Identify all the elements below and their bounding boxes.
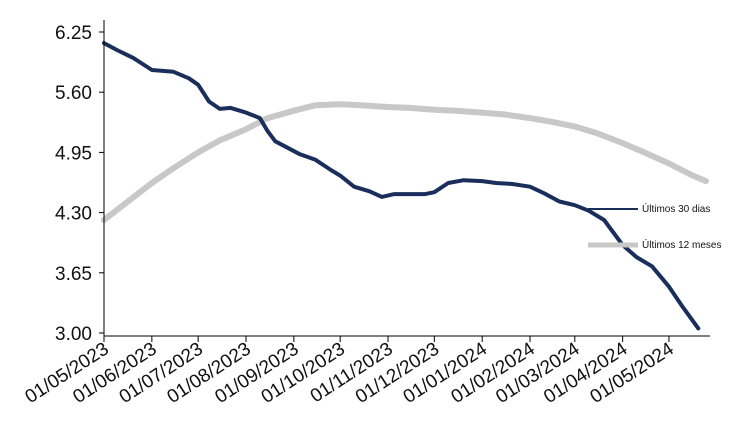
y-tick-label: 4.95 [55, 143, 92, 164]
series-line-ultimos-30-dias [102, 41, 701, 331]
y-tick-label: 4.30 [55, 204, 92, 225]
y-tick-label: 5.60 [55, 83, 92, 104]
legend-label-ultimos-12-meses: Últimos 12 meses [642, 238, 721, 251]
y-axis-ticks: 6.25 5.60 4.95 4.30 3.65 3.00 [55, 23, 104, 345]
y-tick-label: 3.65 [55, 264, 92, 285]
series-line-ultimos-12-meses [101, 101, 709, 223]
y-tick-label: 6.25 [55, 23, 92, 44]
x-axis-ticks: 01/05/202301/06/202301/07/202301/08/2023… [22, 336, 678, 408]
y-tick-label: 3.00 [55, 324, 92, 345]
legend: Últimos 30 dias Últimos 12 meses [588, 202, 721, 251]
series-layer [101, 41, 709, 331]
legend-label-ultimos-30-dias: Últimos 30 dias [642, 202, 710, 215]
